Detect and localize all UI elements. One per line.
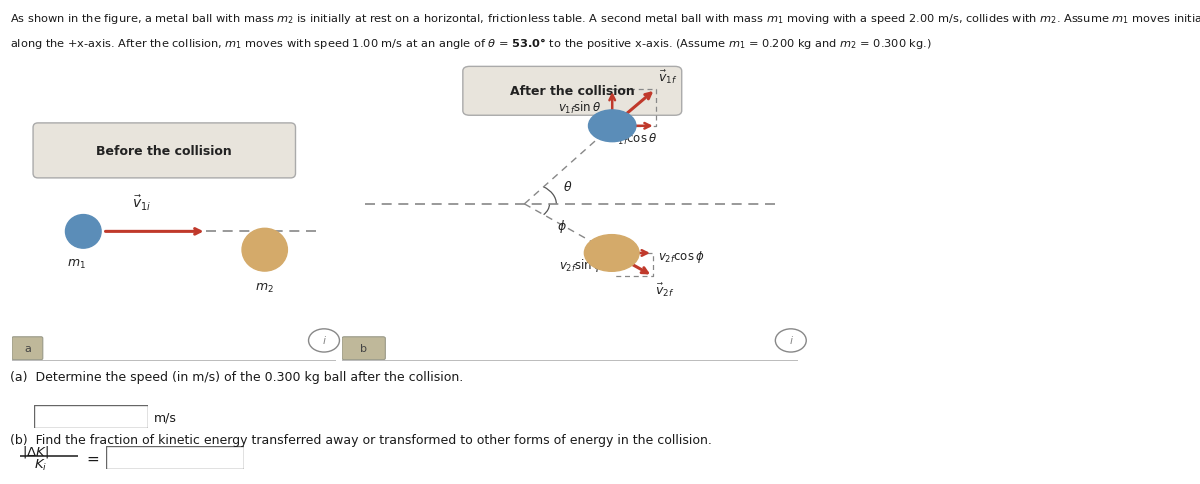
Text: (a)  Determine the speed (in m/s) of the 0.300 kg ball after the collision.: (a) Determine the speed (in m/s) of the … — [10, 370, 463, 383]
Circle shape — [584, 235, 640, 272]
Text: After the collision: After the collision — [510, 85, 635, 98]
Text: $\vec{v}_{1f}$: $\vec{v}_{1f}$ — [658, 68, 677, 85]
Circle shape — [588, 111, 636, 142]
Text: $m_1$: $m_1$ — [67, 258, 86, 271]
Text: $m_2$: $m_2$ — [256, 281, 274, 294]
Text: a: a — [24, 344, 31, 353]
Text: $v_{2f}\sin\phi$: $v_{2f}\sin\phi$ — [559, 257, 602, 273]
Circle shape — [66, 215, 101, 249]
Text: m/s: m/s — [154, 411, 176, 424]
Text: $\theta$: $\theta$ — [563, 180, 572, 194]
Circle shape — [242, 229, 288, 272]
FancyBboxPatch shape — [34, 123, 295, 179]
FancyBboxPatch shape — [12, 337, 43, 360]
Text: along the +x-axis. After the collision, $m_1$ moves with speed 1.00 m/s at an an: along the +x-axis. After the collision, … — [10, 36, 931, 51]
FancyBboxPatch shape — [342, 337, 385, 360]
Text: As shown in the figure, a metal ball with mass $m_2$ is initially at rest on a h: As shown in the figure, a metal ball wit… — [10, 12, 1200, 26]
Text: $\vec{v}_{1i}$: $\vec{v}_{1i}$ — [132, 193, 151, 212]
Text: $v_{2f}\cos\phi$: $v_{2f}\cos\phi$ — [659, 248, 704, 264]
Text: b: b — [360, 344, 367, 353]
Text: $\phi$: $\phi$ — [557, 217, 568, 234]
Text: $\vec{v}_{2f}$: $\vec{v}_{2f}$ — [655, 281, 674, 298]
Text: $v_{1f}\cos\theta$: $v_{1f}\cos\theta$ — [611, 132, 656, 147]
Text: =: = — [86, 451, 100, 466]
FancyBboxPatch shape — [106, 446, 244, 469]
Text: $|\Delta K|$: $|\Delta K|$ — [22, 443, 48, 459]
Text: i: i — [790, 336, 792, 346]
Text: $K_i$: $K_i$ — [34, 457, 47, 472]
Text: $v_{1f}\sin\theta$: $v_{1f}\sin\theta$ — [558, 100, 601, 116]
Text: Before the collision: Before the collision — [96, 145, 232, 158]
FancyBboxPatch shape — [34, 405, 148, 428]
Text: i: i — [323, 336, 325, 346]
FancyBboxPatch shape — [463, 67, 682, 116]
Text: (b)  Find the fraction of kinetic energy transferred away or transformed to othe: (b) Find the fraction of kinetic energy … — [10, 433, 712, 446]
